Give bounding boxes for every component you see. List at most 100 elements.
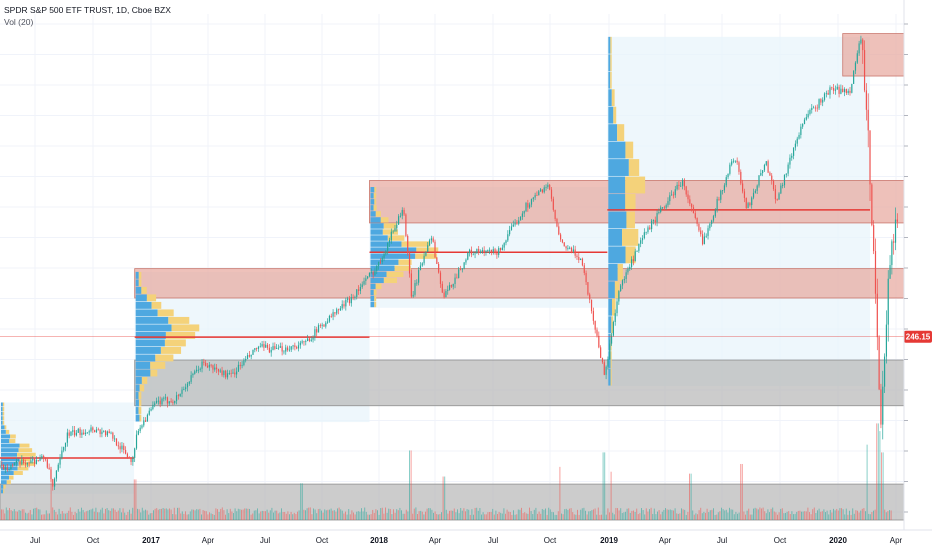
candle-body	[809, 109, 811, 114]
volume-bar	[15, 511, 17, 520]
volume-bar	[13, 509, 15, 520]
candle-body	[21, 459, 23, 465]
volume-profile-bar-up	[370, 241, 402, 247]
candle-body	[416, 282, 418, 284]
candle-body	[365, 278, 367, 281]
volume-bar	[703, 511, 705, 520]
volume-bar	[53, 509, 55, 520]
candle-body	[195, 369, 198, 372]
time-axis-label: Jul	[30, 536, 40, 545]
candle-body	[145, 420, 147, 422]
candle-body	[532, 197, 534, 200]
volume-profile-bar-down	[6, 480, 11, 485]
volume-bar	[417, 513, 418, 520]
volume-bar	[233, 513, 234, 520]
candle-body	[3, 465, 5, 470]
volume-bar	[249, 508, 250, 520]
candle-body	[498, 248, 500, 255]
volume-profile-bar-down	[138, 392, 142, 399]
volume-profile-bar-down	[611, 298, 616, 316]
candle-body	[383, 254, 385, 259]
candle-body	[862, 39, 864, 51]
candle-body	[141, 425, 143, 428]
volume-profile-bar-down	[17, 466, 29, 471]
volume-bar	[738, 512, 740, 520]
volume-bar	[721, 507, 722, 520]
volume-bar	[410, 450, 412, 520]
volume-bar	[553, 512, 554, 520]
volume-profile-bar-up	[135, 324, 172, 332]
volume-bar	[162, 508, 164, 520]
volume-bar	[306, 508, 308, 520]
candle-body	[836, 86, 838, 90]
candle-body	[157, 400, 159, 402]
candle-body	[323, 324, 325, 327]
volume-bar	[665, 508, 666, 520]
volume-bar	[185, 511, 186, 520]
candle-body	[135, 434, 138, 449]
candle-body	[893, 241, 895, 243]
candle-body	[749, 203, 751, 206]
supply-zone	[134, 268, 905, 299]
candle-body	[643, 232, 645, 239]
volume-profile-bar-down	[380, 217, 389, 223]
volume-bar	[145, 509, 146, 520]
volume-bar	[186, 514, 188, 520]
candle-body	[24, 463, 27, 465]
candle-body	[172, 401, 174, 403]
volume-bar	[770, 508, 772, 520]
volume-bar	[506, 509, 508, 520]
volume-bar	[617, 508, 618, 520]
volume-profile-bar-up	[135, 286, 142, 294]
candle-body	[712, 216, 715, 221]
volume-bar	[157, 509, 159, 520]
volume-indicator-label[interactable]: Vol (20)	[4, 17, 34, 27]
candle-body	[403, 209, 405, 215]
candle-body	[703, 236, 705, 245]
candle-body	[860, 39, 862, 44]
candle-body	[885, 324, 888, 357]
volume-bar	[330, 508, 332, 520]
volume-bar	[716, 514, 718, 520]
volume-bar	[28, 512, 30, 520]
volume-profile-bar-up	[370, 199, 375, 205]
volume-bar	[626, 508, 628, 520]
volume-bar	[293, 512, 295, 520]
volume-bar	[537, 513, 538, 520]
candle-body	[545, 187, 547, 188]
volume-bar	[295, 514, 297, 520]
candle-body	[807, 113, 809, 118]
supply-zone	[842, 33, 905, 77]
volume-profile-bar-down	[374, 187, 377, 193]
volume-bar	[81, 507, 82, 520]
volume-bar	[39, 509, 41, 520]
candle-body	[467, 252, 469, 260]
volume-profile-bar-down	[141, 377, 148, 384]
volume-bar	[511, 514, 513, 520]
volume-bar	[226, 509, 228, 520]
candle-body	[66, 432, 68, 443]
candle-body	[168, 401, 170, 404]
volume-bar	[12, 511, 14, 520]
volume-bar	[876, 423, 878, 520]
volume-bar	[292, 514, 294, 520]
volume-bar	[425, 511, 426, 520]
volume-bar	[237, 508, 239, 520]
candle-body	[263, 344, 265, 348]
volume-profile-bar-up	[608, 176, 626, 194]
candle-body	[798, 134, 800, 139]
volume-bar	[812, 509, 814, 520]
volume-bar	[556, 514, 558, 520]
volume-bar	[365, 511, 367, 520]
volume-bar	[265, 511, 266, 520]
candle-body	[478, 248, 480, 253]
volume-profile-bar-up	[608, 298, 612, 316]
volume-bar	[540, 513, 542, 520]
volume-bar	[268, 512, 270, 520]
candle-body	[558, 226, 560, 235]
candle-body	[616, 301, 618, 314]
volume-bar	[122, 508, 124, 520]
candle-body	[72, 430, 74, 432]
